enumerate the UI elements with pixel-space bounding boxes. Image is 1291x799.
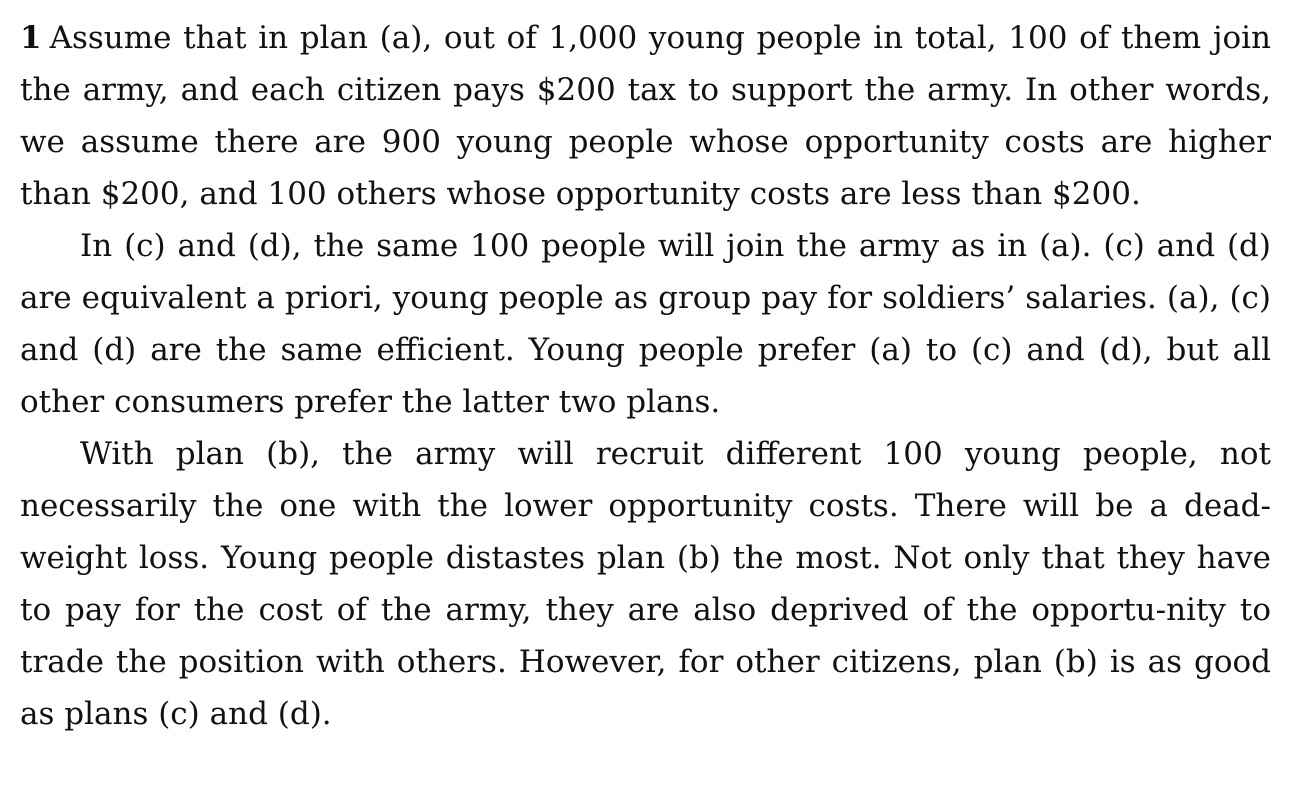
paragraph-1-text: Assume that in plan (a), out of 1,000 yo… (20, 20, 1271, 212)
item-number: 1 (20, 20, 42, 56)
paragraph-1: 1 Assume that in plan (a), out of 1,000 y… (20, 12, 1271, 220)
paragraph-2: In (c) and (d), the same 100 people will… (20, 228, 1271, 420)
paragraph-3: With plan (b), the army will recruit dif… (20, 436, 1271, 732)
